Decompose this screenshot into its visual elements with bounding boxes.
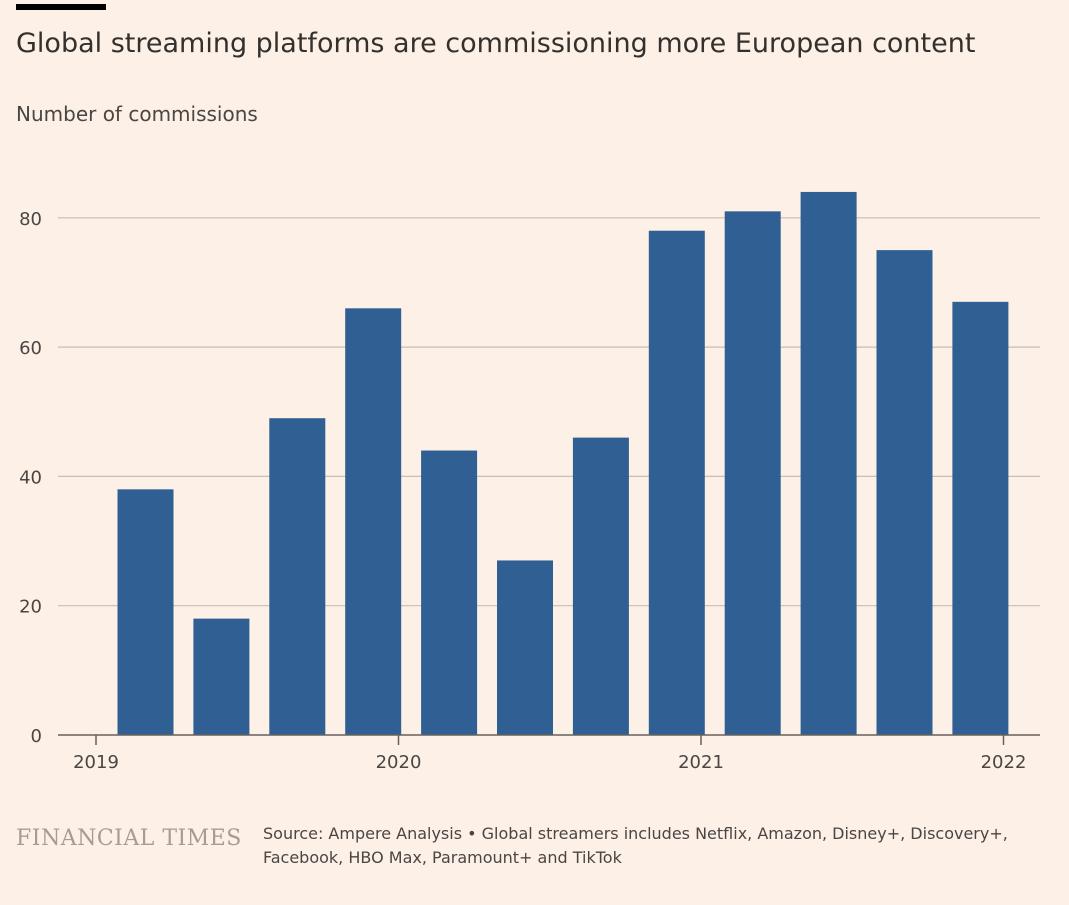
y-tick-label-40: 40 [19,467,42,488]
x-tick-label-2019: 2019 [73,752,119,773]
y-tick-label-20: 20 [19,597,42,618]
x-tick-label-2020: 2020 [376,752,422,773]
bar-4 [345,308,402,735]
bar-2 [193,618,250,735]
bar-12 [952,301,1009,735]
chart-title: Global streaming platforms are commissio… [16,28,976,59]
x-axis: 2019 2020 2021 2022 [58,734,1040,773]
source-line-1: Source: Ampere Analysis • Global streame… [263,824,1008,843]
x-tick-label-2021: 2021 [678,752,724,773]
bar-11 [876,250,933,735]
bar-chart: 0 20 40 60 80 2019 2020 2021 2022 [19,191,1040,773]
source-note: Source: Ampere Analysis • Global streame… [263,822,1043,870]
y-axis-ticks: 0 20 40 60 80 [19,209,42,747]
source-line-2: Facebook, HBO Max, Paramount+ and TikTok [263,848,622,867]
bar-3 [269,418,326,735]
bar-9 [724,211,781,735]
bar-6 [497,560,553,735]
top-rule [16,4,106,10]
y-tick-label-60: 60 [19,338,42,359]
y-tick-label-80: 80 [19,209,42,230]
bar-7 [572,437,629,735]
bar-1 [117,489,174,735]
y-tick-label-0: 0 [31,726,42,747]
brand-logo: FINANCIAL TIMES [16,826,242,851]
y-axis-label: Number of commissions [16,102,258,126]
x-tick-label-2022: 2022 [981,752,1027,773]
bar-10 [800,191,857,735]
bar-8 [648,230,705,736]
bar-5 [421,450,478,735]
bars [117,191,1009,736]
